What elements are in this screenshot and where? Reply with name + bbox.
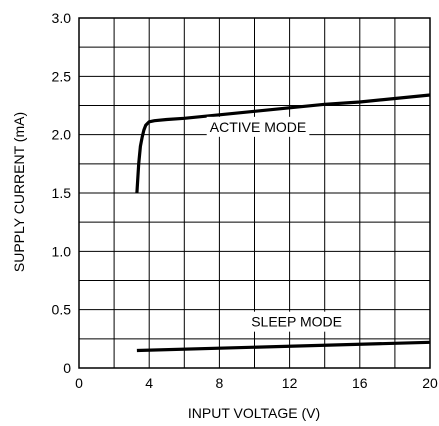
series-line	[135, 93, 431, 194]
x-axis-label: INPUT VOLTAGE (V)	[188, 405, 320, 421]
y-tick-label: 1.0	[52, 243, 72, 259]
x-tick-label: 20	[422, 375, 438, 391]
x-tick-label: 4	[145, 375, 153, 391]
annotation-background	[249, 311, 344, 332]
annotation-label: SLEEP MODE	[251, 314, 342, 330]
y-tick-label: 0.5	[52, 302, 72, 318]
plot-frame	[78, 17, 431, 369]
annotations: ACTIVE MODE SLEEP MODE	[206, 116, 344, 332]
series-line	[136, 340, 431, 353]
y-tick-label: 3.0	[52, 10, 72, 26]
x-tick-label: 8	[216, 375, 224, 391]
tick-labels: 0 4 8 12 16 20 0 0.5 1.0 1.5 2.0 2.5 3.0	[52, 10, 438, 391]
annotation-label: ACTIVE MODE	[210, 119, 306, 135]
x-tick-label: 0	[75, 375, 83, 391]
y-axis-label: SUPPLY CURRENT (mA)	[11, 112, 27, 272]
x-tick-label: 16	[352, 375, 368, 391]
y-tick-label: 2.5	[52, 68, 72, 84]
y-tick-label: 1.5	[52, 185, 72, 201]
y-tick-label: 2.0	[52, 127, 72, 143]
x-tick-label: 12	[282, 375, 298, 391]
series-group	[135, 93, 431, 353]
y-tick-label: 0	[63, 360, 71, 376]
annotation-background	[206, 116, 310, 137]
